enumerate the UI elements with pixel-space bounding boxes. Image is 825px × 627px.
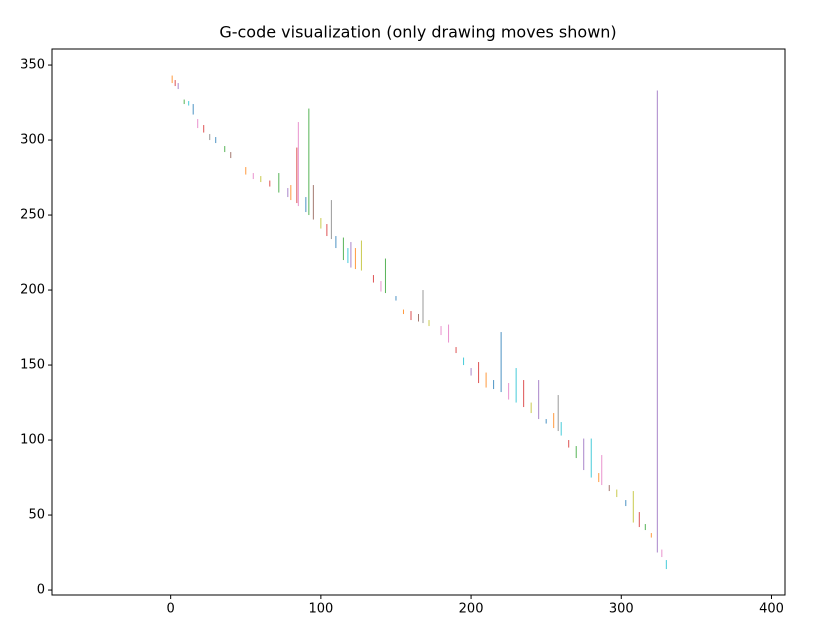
plot-frame [51, 48, 786, 596]
y-tick-label: 300 [20, 133, 45, 148]
x-tick-label: 300 [609, 602, 634, 617]
y-tick-label: 200 [20, 283, 45, 298]
chart-title: G-code visualization (only drawing moves… [219, 23, 616, 42]
y-tick-label: 50 [28, 508, 45, 523]
x-tick-label: 200 [459, 602, 484, 617]
x-tick-label: 400 [759, 602, 784, 617]
y-tick-label: 350 [20, 58, 45, 73]
y-tick-label: 150 [20, 358, 45, 373]
y-tick-label: 0 [37, 583, 45, 598]
y-tick-label: 100 [20, 433, 45, 448]
x-tick-label: 100 [308, 602, 333, 617]
y-tick-label: 250 [20, 208, 45, 223]
x-tick-label: 0 [167, 602, 175, 617]
